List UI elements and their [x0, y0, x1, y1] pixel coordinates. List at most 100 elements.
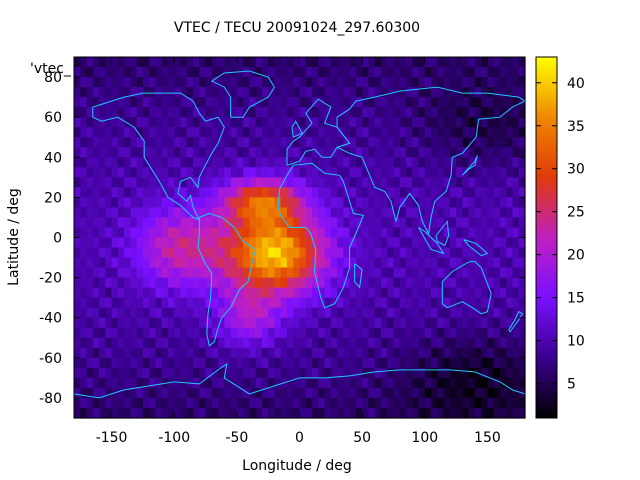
heatmap-cell — [199, 247, 207, 259]
heatmap-cell — [405, 407, 413, 419]
heatmap-cell — [362, 387, 369, 399]
heatmap-cell — [293, 257, 301, 269]
heatmap-cell — [218, 217, 225, 229]
heatmap-cell — [499, 367, 507, 379]
heatmap-cell — [474, 237, 482, 249]
heatmap-cell — [481, 137, 489, 148]
heatmap-cell — [224, 317, 232, 329]
heatmap-cell — [362, 197, 369, 209]
heatmap-cell — [312, 277, 319, 289]
heatmap-cell — [380, 367, 388, 379]
heatmap-cell — [268, 67, 276, 78]
heatmap-cell — [211, 297, 219, 309]
heatmap-cell — [456, 327, 463, 339]
heatmap-cell — [449, 127, 457, 138]
heatmap-cell — [274, 127, 282, 138]
heatmap-cell — [86, 247, 94, 259]
heatmap-cell — [86, 307, 94, 319]
heatmap-cell — [167, 257, 175, 269]
heatmap-cell — [255, 307, 263, 319]
heatmap-cell — [205, 187, 213, 198]
heatmap-cell — [330, 237, 338, 249]
heatmap-cell — [493, 87, 501, 98]
heatmap-cell — [437, 167, 445, 178]
heatmap-cell — [399, 357, 407, 369]
heatmap-cell — [362, 177, 369, 188]
heatmap-cell — [136, 267, 144, 279]
heatmap-cell — [80, 197, 88, 209]
heatmap-cell — [456, 317, 463, 329]
heatmap-cell — [493, 177, 501, 188]
heatmap-cell — [343, 257, 351, 269]
heatmap-cell — [405, 147, 413, 158]
heatmap-cell — [499, 287, 507, 299]
heatmap-cell — [149, 217, 157, 229]
heatmap-cell — [261, 207, 269, 219]
heatmap-cell — [493, 57, 501, 68]
heatmap-cell — [142, 357, 150, 369]
heatmap-cell — [405, 267, 413, 279]
heatmap-cell — [324, 317, 332, 329]
heatmap-cell — [399, 77, 407, 88]
heatmap-cell — [117, 147, 125, 158]
heatmap-cell — [318, 297, 326, 309]
heatmap-cell — [236, 397, 244, 409]
heatmap-cell — [305, 117, 313, 128]
heatmap-cell — [305, 297, 313, 309]
heatmap-cell — [218, 257, 225, 269]
heatmap-cell — [243, 77, 250, 88]
heatmap-cell — [205, 387, 213, 399]
heatmap-cell — [393, 177, 401, 188]
heatmap-cell — [124, 347, 131, 359]
heatmap-cell — [474, 127, 482, 138]
heatmap-cell — [424, 67, 432, 78]
heatmap-cell — [405, 57, 413, 68]
heatmap-cell — [518, 127, 526, 138]
heatmap-cell — [437, 407, 445, 419]
heatmap-cell — [293, 327, 301, 339]
heatmap-cell — [99, 387, 106, 399]
heatmap-cell — [167, 377, 175, 389]
heatmap-cell — [493, 367, 501, 379]
heatmap-cell — [474, 67, 482, 78]
heatmap-cell — [111, 247, 119, 259]
heatmap-cell — [499, 407, 507, 419]
heatmap-cell — [105, 197, 113, 209]
heatmap-cell — [337, 177, 344, 188]
heatmap-cell — [86, 317, 94, 329]
heatmap-cell — [74, 377, 81, 389]
heatmap-cell — [99, 117, 106, 128]
heatmap-cell — [437, 57, 445, 68]
colorbar-tick-label: 20 — [567, 248, 585, 264]
heatmap-cell — [286, 237, 294, 249]
heatmap-cell — [149, 117, 157, 128]
heatmap-cell — [506, 397, 514, 409]
heatmap-cell — [443, 407, 451, 419]
heatmap-cell — [393, 137, 401, 148]
heatmap-cell — [230, 107, 238, 118]
heatmap-cell — [305, 127, 313, 138]
heatmap-cell — [324, 347, 332, 359]
heatmap-cell — [249, 117, 257, 128]
heatmap-cell — [230, 77, 238, 88]
heatmap-cell — [399, 137, 407, 148]
heatmap-cell — [268, 357, 276, 369]
heatmap-cell — [142, 297, 150, 309]
heatmap-cell — [499, 67, 507, 78]
heatmap-cell — [437, 387, 445, 399]
heatmap-cell — [355, 357, 363, 369]
heatmap-cell — [424, 397, 432, 409]
heatmap-cell — [399, 97, 407, 108]
heatmap-cell — [462, 67, 470, 78]
heatmap-cell — [136, 187, 144, 198]
heatmap-cell — [142, 117, 150, 128]
heatmap-cell — [224, 157, 232, 168]
heatmap-cell — [86, 117, 94, 128]
heatmap-cell — [193, 327, 200, 339]
heatmap-cell — [74, 407, 81, 419]
heatmap-cell — [130, 157, 138, 168]
heatmap-cell — [211, 157, 219, 168]
heatmap-cell — [468, 107, 476, 118]
heatmap-cell — [443, 137, 451, 148]
heatmap-cell — [312, 377, 319, 389]
